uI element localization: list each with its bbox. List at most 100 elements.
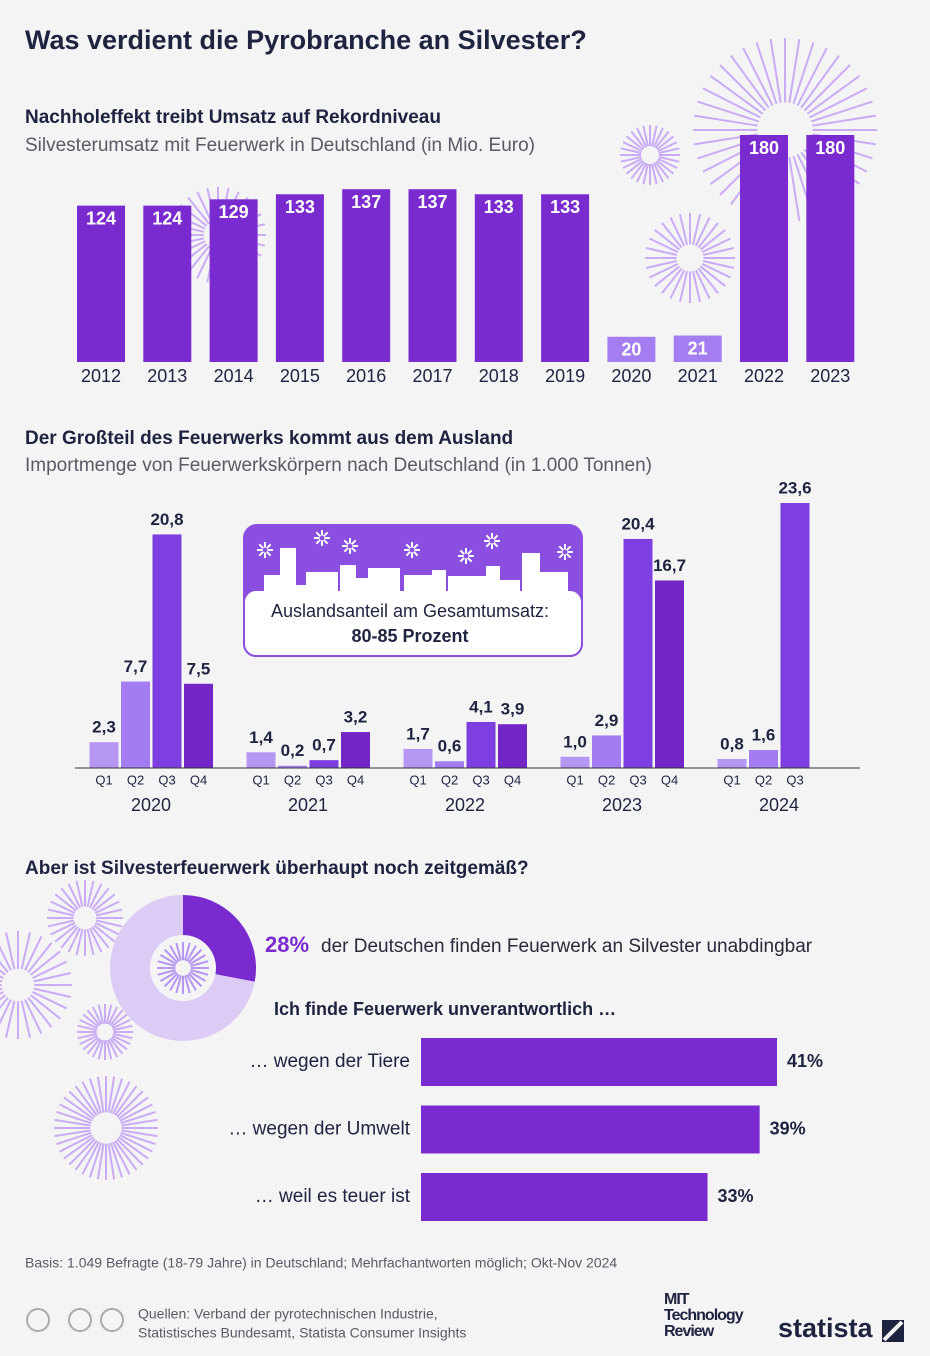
firework-ray — [622, 141, 643, 152]
x-tick-label: Q4 — [504, 772, 521, 787]
firework-ray — [196, 247, 213, 279]
firework-ray — [186, 974, 197, 992]
firework-ray — [661, 222, 683, 249]
value-label: 124 — [152, 208, 182, 228]
firework-ray — [86, 1009, 101, 1027]
firework-ray — [692, 213, 701, 246]
skyline-building — [486, 566, 500, 600]
value-label: 180 — [815, 138, 845, 158]
firework-ray — [730, 54, 770, 109]
firework-decoration — [645, 213, 735, 303]
firework-ray — [196, 191, 213, 223]
firework-ray — [190, 969, 209, 976]
x-tick-label: Q1 — [723, 772, 740, 787]
firework-ray — [175, 975, 182, 994]
firework-decoration — [458, 548, 474, 564]
skyline-building — [404, 575, 432, 600]
firework-ray — [184, 975, 191, 994]
firework-ray — [803, 64, 851, 112]
value-label: 20,8 — [150, 510, 183, 529]
firework-decoration — [342, 538, 358, 554]
firework-decoration — [404, 542, 420, 558]
firework-ray — [654, 265, 681, 287]
bar — [403, 748, 433, 768]
firework-ray — [112, 1034, 131, 1046]
firework-ray — [812, 114, 877, 127]
bar — [342, 189, 391, 362]
x-group-label: 2022 — [445, 795, 485, 815]
bar — [435, 761, 464, 768]
firework-ray — [0, 999, 12, 1025]
firework-ray — [0, 945, 12, 971]
skyline-building — [296, 585, 308, 600]
firework-ray — [94, 922, 120, 936]
bar — [408, 189, 457, 362]
x-tick-label: Q1 — [409, 772, 426, 787]
firework-ray — [97, 1039, 105, 1060]
firework-ray — [63, 1096, 94, 1120]
firework-ray — [120, 1131, 156, 1146]
firework-ray — [89, 927, 103, 953]
firework-ray — [184, 942, 191, 961]
x-tick-label: 2012 — [81, 366, 121, 386]
firework-ray — [649, 262, 679, 279]
firework-ray — [77, 1032, 98, 1040]
firework-ray — [636, 127, 647, 148]
bar — [121, 681, 150, 768]
license-icon — [68, 1308, 92, 1332]
firework-ray — [697, 267, 719, 294]
firework-ray — [699, 229, 726, 251]
license-icon — [26, 1308, 50, 1332]
firework-ray — [56, 1131, 92, 1146]
firework-ray — [118, 1136, 149, 1160]
firework-ray — [755, 42, 778, 105]
value-label: 137 — [417, 192, 447, 212]
source-text: Quellen: Verband der pyrotechnischen Ind… — [138, 1306, 438, 1322]
firework-ray — [91, 1039, 103, 1058]
value-label: 1,0 — [563, 732, 587, 751]
bar — [246, 752, 276, 768]
firework-ray — [322, 538, 329, 545]
firework-ray — [95, 919, 123, 928]
firework-ray — [54, 924, 77, 943]
value-label: 0,2 — [281, 741, 305, 760]
firework-ray — [63, 1136, 94, 1160]
x-tick-label: Q1 — [95, 772, 112, 787]
value-label: 7,7 — [124, 657, 148, 676]
firework-ray — [86, 1037, 101, 1055]
firework-ray — [47, 919, 75, 928]
firework-ray — [459, 556, 466, 563]
firework-decoration — [257, 542, 273, 558]
firework-ray — [558, 545, 565, 552]
value-label: 1,4 — [249, 728, 273, 747]
bar — [717, 759, 747, 768]
firework-ray — [118, 1096, 149, 1120]
value-label: 133 — [550, 197, 580, 217]
firework-ray — [157, 960, 176, 967]
firework-ray — [119, 1103, 153, 1122]
bar — [421, 1173, 708, 1221]
firework-ray — [112, 1141, 131, 1175]
x-tick-label: Q2 — [598, 772, 615, 787]
firework-ray — [343, 539, 350, 546]
x-tick-label: Q1 — [566, 772, 583, 787]
bar — [143, 205, 192, 362]
firework-ray — [94, 900, 120, 914]
firework-ray — [492, 541, 499, 548]
x-group-label: 2023 — [602, 795, 642, 815]
bar — [421, 1105, 760, 1154]
x-tick-label: 2018 — [479, 366, 519, 386]
x-tick-label: Q4 — [190, 772, 207, 787]
x-group-label: 2024 — [759, 795, 799, 815]
firework-ray — [701, 237, 731, 254]
bar — [278, 765, 307, 768]
firework-ray — [33, 972, 71, 983]
firework-ray — [788, 38, 801, 103]
chart-title: Der Großteil des Feuerwerks kommt aus de… — [25, 428, 513, 449]
firework-ray — [699, 265, 726, 287]
firework-ray — [157, 969, 176, 976]
skyline-building — [368, 568, 400, 600]
value-label: 129 — [219, 202, 249, 222]
firework-ray — [112, 1081, 131, 1115]
firework-ray — [651, 125, 658, 147]
